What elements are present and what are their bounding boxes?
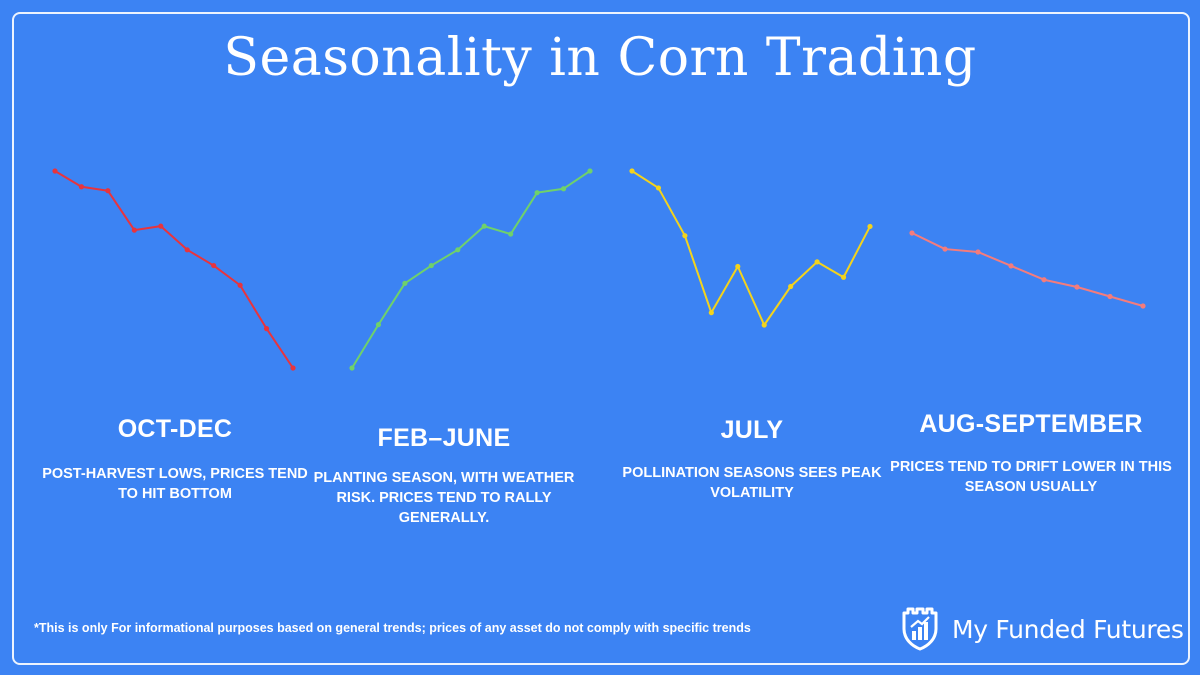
data-point: [735, 263, 741, 270]
data-point: [1074, 284, 1080, 290]
data-point: [402, 280, 408, 286]
season-description: POST-HARVEST LOWS, PRICES TEND TO HIT BO…: [42, 466, 308, 502]
data-point: [1140, 303, 1146, 309]
season-label: FEB–JUNE: [377, 424, 511, 452]
page-title: Seasonality in Corn Trading: [223, 28, 977, 88]
data-point: [184, 247, 190, 253]
data-point: [1008, 263, 1014, 269]
data-point: [349, 365, 355, 371]
data-point: [655, 185, 662, 191]
data-point: [211, 262, 217, 269]
series-line: [351, 170, 591, 369]
series-line: [631, 170, 871, 326]
data-point: [78, 184, 85, 190]
card-frame: [12, 12, 1190, 665]
data-point: [761, 322, 767, 328]
data-point: [814, 259, 820, 265]
data-point: [131, 227, 137, 233]
data-point: [1107, 293, 1113, 300]
brand-logo: My Funded Futures: [900, 604, 1184, 654]
data-point: [708, 310, 714, 316]
season-label: AUG-SEPTEMBER: [919, 410, 1143, 438]
series-oct-dec: [52, 168, 296, 371]
data-point: [263, 326, 270, 332]
data-point: [840, 274, 847, 280]
season-july: JULY POLLINATION SEASONS SEES PEAK VOLAT…: [620, 416, 884, 503]
data-point: [975, 249, 981, 255]
season-description: PRICES TEND TO DRIFT LOWER IN THIS SEASO…: [890, 459, 1172, 495]
season-label: JULY: [720, 416, 784, 444]
series-line: [54, 170, 294, 369]
season-description: POLLINATION SEASONS SEES PEAK VOLATILITY: [622, 465, 882, 501]
data-point: [629, 168, 635, 174]
data-point: [158, 223, 164, 229]
data-point: [290, 365, 296, 371]
data-point: [560, 186, 567, 192]
series-line: [911, 232, 1144, 307]
data-point: [52, 168, 58, 174]
data-point: [942, 246, 948, 252]
series-july: [629, 168, 873, 328]
data-point: [428, 262, 434, 269]
data-point: [1041, 277, 1047, 283]
season-label: OCT-DEC: [117, 415, 233, 443]
data-point: [375, 322, 382, 328]
series-aug-september: [909, 230, 1146, 309]
brand-name: My Funded Futures: [952, 614, 1184, 644]
data-point: [481, 223, 487, 229]
season-oct-dec: OCT-DEC POST-HARVEST LOWS, PRICES TEND T…: [35, 415, 315, 504]
season-description: PLANTING SEASON, WITH WEATHER RISK. PRIC…: [313, 470, 575, 526]
season-feb-june: FEB–JUNE PLANTING SEASON, WITH WEATHER R…: [300, 424, 588, 528]
data-point: [534, 190, 540, 196]
data-point: [587, 168, 593, 174]
data-point: [909, 230, 915, 236]
data-point: [237, 282, 243, 288]
data-point: [788, 283, 794, 290]
shield-chart-icon: [902, 607, 938, 651]
data-point: [682, 233, 688, 239]
series-feb-june: [349, 168, 593, 371]
data-point: [105, 188, 111, 194]
season-aug-september: AUG-SEPTEMBER PRICES TEND TO DRIFT LOWER…: [890, 410, 1172, 497]
data-point: [867, 223, 873, 230]
data-point: [508, 231, 514, 237]
disclaimer-footnote: *This is only For informational purposes…: [34, 621, 751, 635]
data-point: [455, 247, 461, 253]
